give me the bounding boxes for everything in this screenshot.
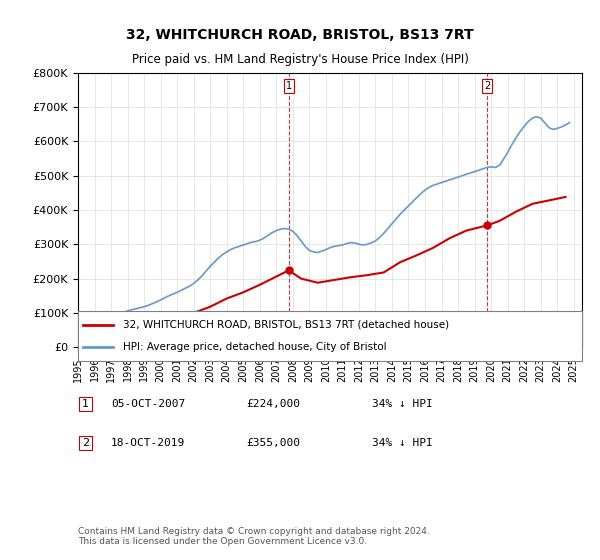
Text: 32, WHITCHURCH ROAD, BRISTOL, BS13 7RT: 32, WHITCHURCH ROAD, BRISTOL, BS13 7RT — [126, 28, 474, 42]
Text: 05-OCT-2007: 05-OCT-2007 — [111, 399, 185, 409]
Text: 32, WHITCHURCH ROAD, BRISTOL, BS13 7RT (detached house): 32, WHITCHURCH ROAD, BRISTOL, BS13 7RT (… — [124, 320, 449, 330]
Text: £355,000: £355,000 — [246, 438, 300, 448]
Text: 1: 1 — [286, 81, 292, 91]
Text: 34% ↓ HPI: 34% ↓ HPI — [372, 399, 433, 409]
Text: 34% ↓ HPI: 34% ↓ HPI — [372, 438, 433, 448]
Text: 18-OCT-2019: 18-OCT-2019 — [111, 438, 185, 448]
Text: £224,000: £224,000 — [246, 399, 300, 409]
Text: Price paid vs. HM Land Registry's House Price Index (HPI): Price paid vs. HM Land Registry's House … — [131, 53, 469, 66]
Text: 1: 1 — [82, 399, 89, 409]
Text: 2: 2 — [82, 438, 89, 448]
Text: HPI: Average price, detached house, City of Bristol: HPI: Average price, detached house, City… — [124, 342, 387, 352]
Text: 2: 2 — [484, 81, 490, 91]
Text: Contains HM Land Registry data © Crown copyright and database right 2024.
This d: Contains HM Land Registry data © Crown c… — [78, 526, 430, 546]
